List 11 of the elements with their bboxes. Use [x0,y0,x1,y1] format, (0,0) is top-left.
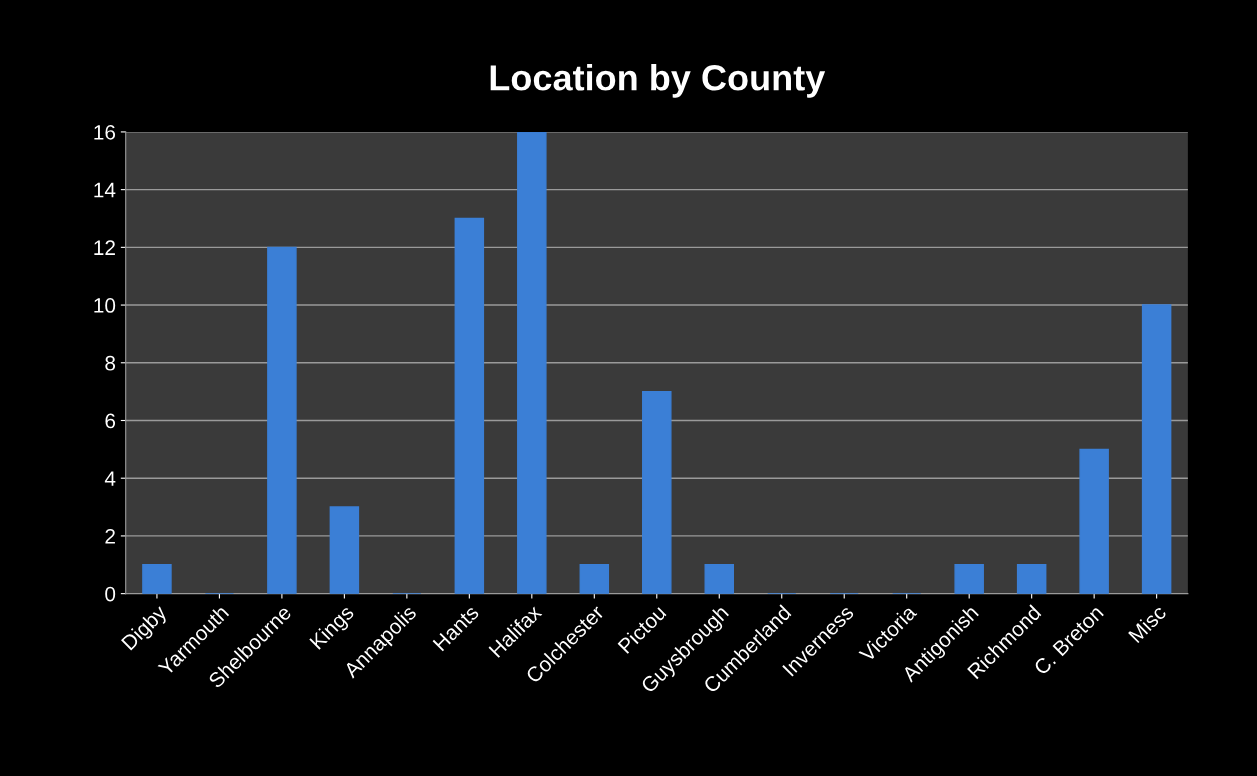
y-tick-label: 12 [94,240,115,255]
y-tick-label: 4 [104,471,116,486]
y-tick-label: 10 [94,298,116,313]
chart-title: Location by County [490,64,826,98]
y-tick-label: 2 [105,528,115,544]
y-tick-label: 14 [94,182,116,198]
y-tick-label: 6 [105,413,116,429]
x-tick-label: Misc [1127,603,1168,644]
y-tick-label: 0 [105,586,116,602]
y-tick-label: 16 [94,124,116,140]
y-tick-label: 8 [105,355,116,371]
